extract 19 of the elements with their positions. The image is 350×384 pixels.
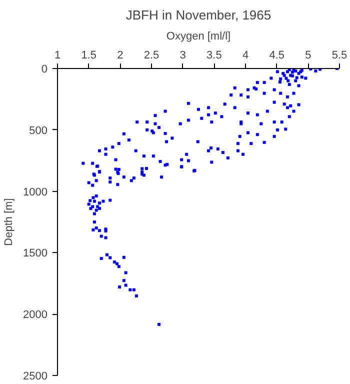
x-tick-label: 2.5 [144, 50, 160, 62]
x-tick-label: 4.5 [269, 50, 284, 62]
y-tick-label: 500 [29, 124, 48, 137]
x-tick-label: 3.5 [206, 50, 222, 62]
x-tick-label: 2 [117, 50, 124, 62]
y-tick-label: 1000 [23, 186, 48, 198]
x-tick-label: 4 [242, 50, 249, 62]
chart-title: JBFH in November, 1965 [126, 8, 272, 22]
y-axis-title: Depth [m] [3, 198, 16, 246]
x-tick-label: 1.5 [81, 50, 96, 62]
x-axis-title: Oxygen [ml/l] [166, 30, 231, 42]
y-tick-label: 0 [41, 64, 48, 76]
y-tick-label: 2000 [23, 309, 48, 322]
y-tick-label: 2500 [23, 370, 48, 382]
x-tick-label: 5.5 [332, 50, 348, 62]
x-tick-label: 1 [54, 50, 61, 62]
x-tick-label: 5 [305, 50, 312, 62]
y-tick-label: 1500 [23, 248, 48, 260]
x-tick-label: 3 [180, 50, 186, 62]
